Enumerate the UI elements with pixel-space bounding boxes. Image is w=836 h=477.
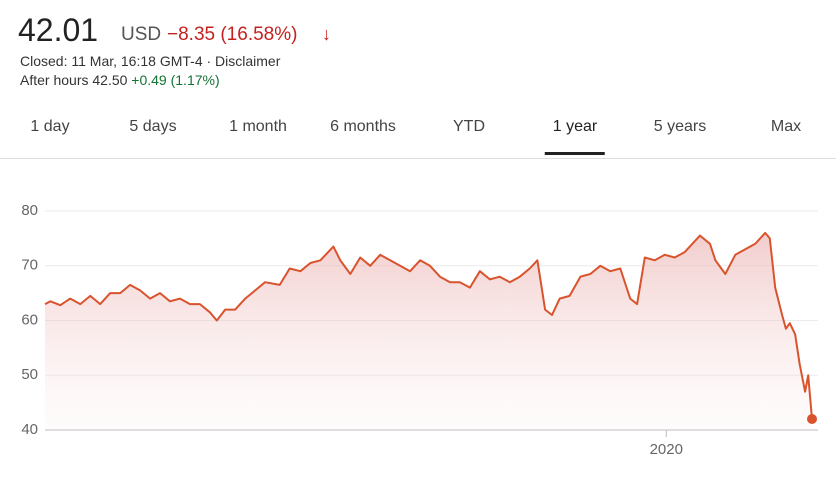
y-tick-label: 40 bbox=[21, 421, 38, 438]
range-tab[interactable]: 1 month bbox=[229, 118, 287, 135]
currency: USD bbox=[121, 24, 162, 45]
area bbox=[45, 232, 812, 430]
range-tab[interactable]: Max bbox=[770, 118, 802, 135]
y-tick-label: 80 bbox=[21, 202, 38, 219]
status: Closed: 11 Mar, 16:18 GMT-4 · Disclaimer bbox=[20, 53, 281, 69]
x-tick-label: 2020 bbox=[650, 441, 683, 458]
y-tick-label: 70 bbox=[21, 257, 38, 274]
y-tick-label: 60 bbox=[21, 311, 38, 328]
range-tab[interactable]: YTD bbox=[453, 118, 485, 135]
down-arrow: ↓ bbox=[322, 24, 331, 44]
range-tabs: 1 day 5 days 1 month 6 months YTD 1 year 5 yea… bbox=[0, 112, 836, 159]
after-hours: After hours 42.50 +0.49 (1.17%) bbox=[20, 72, 220, 88]
after-hours-label: After hours 42.50 bbox=[20, 72, 128, 88]
range-tab[interactable]: 5 years bbox=[653, 118, 707, 135]
range-tab[interactable]: 6 months bbox=[330, 118, 396, 135]
y-tick-label: 50 bbox=[21, 366, 38, 383]
after-hours-change: +0.49 (1.17%) bbox=[131, 72, 220, 88]
price-line bbox=[44, 231, 813, 420]
range-tab[interactable]: 5 days bbox=[129, 118, 177, 135]
range-tab[interactable]: 1 year bbox=[544, 118, 606, 155]
change: −8.35 (16.58%) bbox=[167, 24, 298, 45]
price: 42.01 bbox=[18, 12, 99, 48]
last-point bbox=[807, 413, 817, 424]
range-tab[interactable]: 1 day bbox=[30, 118, 70, 135]
